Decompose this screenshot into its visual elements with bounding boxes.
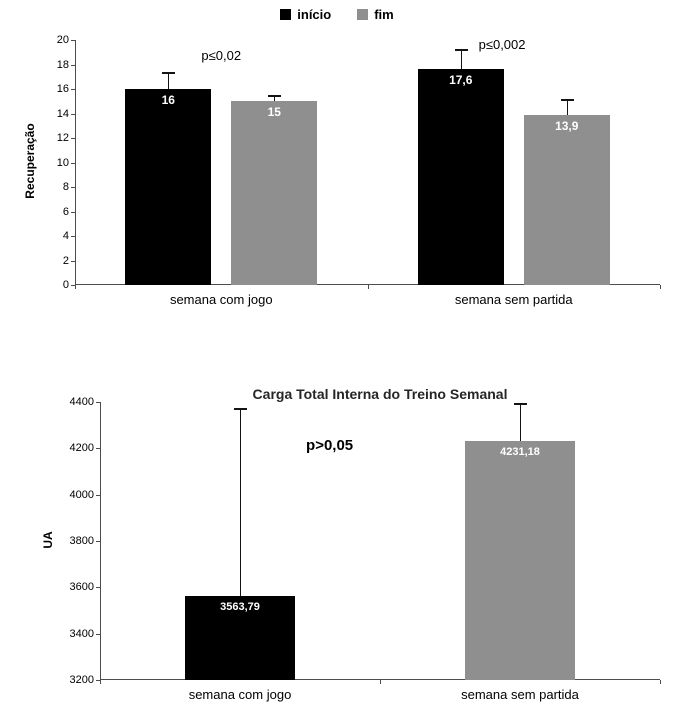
legend: início fim: [0, 7, 674, 22]
y-tick-label: 3400: [69, 627, 94, 640]
error-bar-line: [460, 48, 462, 70]
y-tick-mark: [71, 236, 75, 237]
y-tick-mark: [96, 402, 100, 403]
y-tick-mark: [71, 138, 75, 139]
y-tick-label: 12: [56, 132, 69, 144]
legend-item-inicio: início: [280, 7, 331, 22]
legend-label-inicio: início: [297, 7, 332, 22]
y-tick-mark: [96, 495, 100, 496]
p-value-annotation: p≤0,002: [478, 37, 526, 53]
bar-value-label: 4231,18: [500, 446, 540, 459]
y-tick-mark: [96, 680, 100, 681]
y-tick-label: 4200: [69, 442, 94, 455]
x-tick-mark: [380, 680, 381, 684]
y-tick-mark: [71, 65, 75, 66]
error-bar-line: [274, 95, 276, 102]
y-tick-mark: [71, 285, 75, 286]
error-bar-line: [168, 71, 170, 89]
bar: [125, 89, 212, 285]
y-tick-mark: [71, 40, 75, 41]
error-bar-cap: [268, 95, 282, 98]
y-tick-label: 3200: [69, 674, 94, 686]
error-bar-line: [240, 408, 241, 596]
bar-value-label: 13,9: [555, 118, 579, 133]
y-tick-mark: [71, 261, 75, 262]
y-tick-mark: [71, 114, 75, 115]
bar-value-label: 16: [161, 93, 175, 107]
category-label: semana sem partida: [461, 687, 579, 702]
error-bar-line: [520, 402, 521, 442]
bar: [465, 441, 575, 680]
bar-value-label: 3563,79: [220, 600, 260, 613]
error-bar-cap: [514, 402, 527, 405]
y-tick-label: 2: [62, 254, 69, 267]
y-tick-label: 8: [62, 181, 69, 193]
inicio-swatch-icon: [280, 9, 292, 20]
bar-value-label: 15: [267, 105, 281, 120]
y-tick-mark: [96, 634, 100, 635]
plot-area: [100, 402, 660, 680]
bar: [185, 595, 295, 680]
p-value-annotation: p≤0,02: [201, 48, 242, 64]
y-tick-label: 0: [62, 279, 69, 291]
error-bar-cap: [560, 98, 574, 101]
y-tick-mark: [71, 187, 75, 188]
x-tick-mark: [660, 680, 661, 684]
chart-title: Carga Total Interna do Treino Semanal: [252, 386, 508, 402]
y-tick-mark: [96, 541, 100, 542]
y-tick-label: 6: [62, 205, 69, 218]
y-tick-mark: [71, 89, 75, 90]
fim-swatch-icon: [357, 9, 369, 20]
y-tick-label: 16: [56, 83, 69, 95]
bar: [417, 69, 504, 285]
bar: [523, 114, 610, 285]
error-bar-cap: [454, 48, 468, 51]
y-tick-mark: [71, 212, 75, 213]
x-tick-mark: [368, 285, 369, 289]
legend-label-fim: fim: [374, 7, 394, 22]
y-tick-label: 4000: [69, 488, 94, 501]
legend-item-fim: fim: [357, 7, 394, 22]
bar: [231, 101, 318, 285]
x-tick-mark: [100, 680, 101, 684]
category-label: semana com jogo: [169, 292, 273, 307]
x-tick-mark: [660, 285, 661, 289]
y-tick-label: 4400: [69, 396, 94, 408]
y-tick-label: 14: [56, 107, 69, 120]
bar-value-label: 17,6: [449, 73, 473, 88]
error-bar-cap: [162, 71, 176, 74]
y-tick-mark: [96, 448, 100, 449]
error-bar-line: [566, 98, 568, 115]
category-label: semana sem partida: [454, 292, 573, 307]
recovery-bar-chart: início fim Recuperação 0 2 4 6 8 10 12 14 16 18 20…: [0, 0, 674, 352]
category-label: semana com jogo: [188, 687, 292, 702]
y-tick-mark: [71, 163, 75, 164]
y-tick-mark: [96, 587, 100, 588]
p-value-annotation: p>0,05: [306, 437, 354, 455]
y-tick-label: 3800: [69, 535, 94, 547]
plot-area: [75, 40, 660, 285]
y-tick-label: 10: [56, 156, 69, 169]
y-tick-label: 4: [62, 230, 69, 242]
y-tick-label: 18: [56, 58, 69, 71]
error-bar-cap: [234, 408, 247, 411]
x-tick-mark: [75, 285, 76, 289]
y-tick-label: 20: [56, 34, 69, 46]
y-tick-label: 3600: [69, 581, 94, 594]
training-load-bar-chart: Carga Total Interna do Treino Semanal UA…: [0, 385, 674, 716]
